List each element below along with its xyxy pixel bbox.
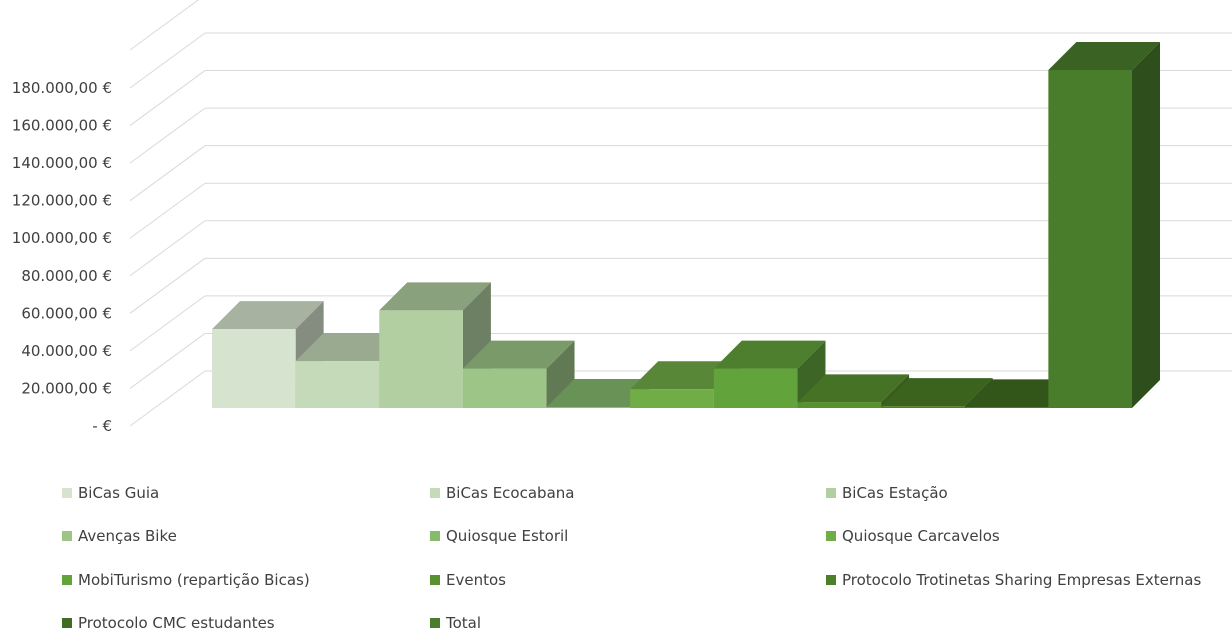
y-tick-label: 160.000,00 € <box>12 117 112 135</box>
y-tick-label: 80.000,00 € <box>21 267 112 285</box>
y-tick-label: 120.000,00 € <box>12 192 112 210</box>
y-tick-label: 40.000,00 € <box>21 342 112 360</box>
bar <box>462 340 575 408</box>
y-tick-label: 140.000,00 € <box>12 154 112 172</box>
gridline <box>129 32 1232 89</box>
y-tick-label: 180.000,00 € <box>12 79 112 97</box>
bar <box>1048 42 1160 408</box>
gridline <box>129 0 200 51</box>
y-tick-label: 100.000,00 € <box>12 229 112 247</box>
y-tick-label: - € <box>92 417 112 435</box>
y-tick-label: 60.000,00 € <box>21 304 112 322</box>
y-tick-label: 20.000,00 € <box>21 379 112 397</box>
bar <box>713 340 826 408</box>
